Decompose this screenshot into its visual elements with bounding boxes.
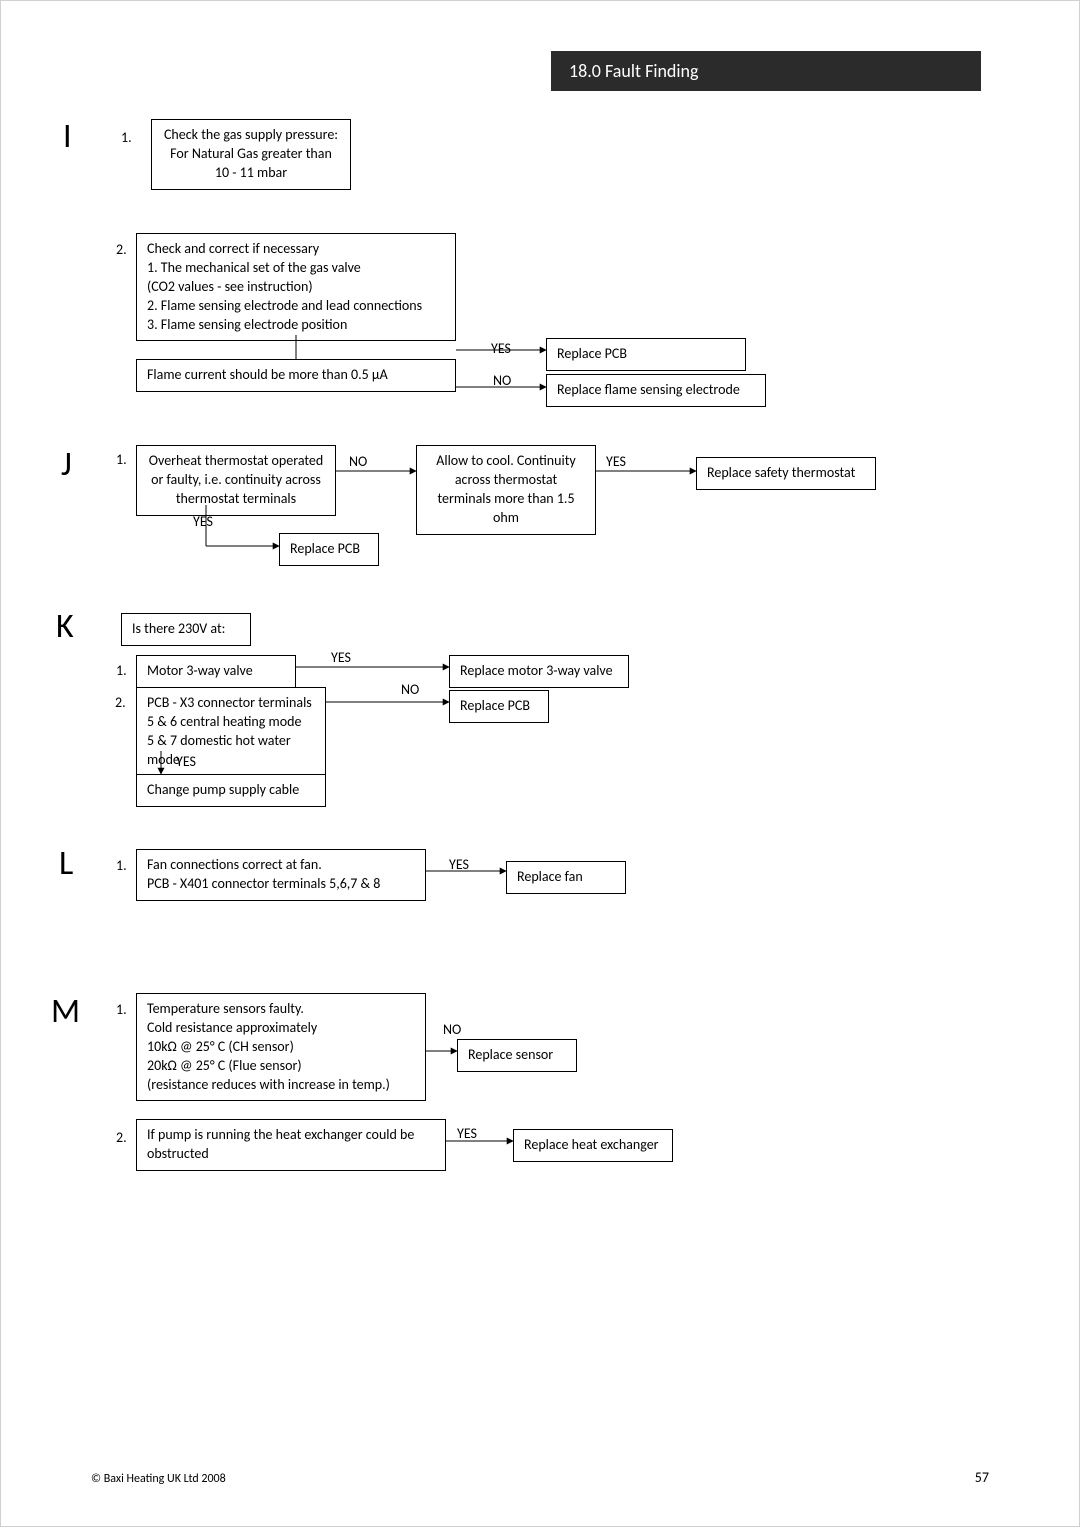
section-letter-J: J — [61, 444, 72, 485]
section-letter-L: L — [59, 843, 73, 884]
box-change-pump-cable: Change pump supply cable — [136, 774, 326, 807]
box-check-gas-valve: Check and correct if necessary 1. The me… — [136, 233, 456, 341]
step-number: 2. — [116, 1129, 127, 1146]
section-letter-M: M — [51, 991, 80, 1032]
section-header: 18.0 Fault Finding — [551, 51, 981, 91]
step-number: 1. — [116, 1001, 127, 1018]
step-number: 1. — [121, 129, 132, 146]
flow-label-yes: YES — [491, 340, 511, 357]
box-replace-sensor: Replace sensor — [457, 1039, 577, 1072]
box-replace-pcb-k: Replace PCB — [449, 690, 549, 723]
step-number: 1. — [116, 451, 127, 468]
flow-label-yes: YES — [193, 513, 213, 530]
box-pump-heat-exchanger: If pump is running the heat exchanger co… — [136, 1119, 446, 1171]
box-replace-motor-3way: Replace motor 3-way valve — [449, 655, 629, 688]
flow-label-yes: YES — [606, 453, 626, 470]
footer-page-number: 57 — [975, 1469, 989, 1486]
flow-label-yes: YES — [449, 856, 469, 873]
box-pcb-x3: PCB - X3 connector terminals 5 & 6 centr… — [136, 687, 326, 777]
box-check-gas-supply: Check the gas supply pressure: For Natur… — [151, 119, 351, 190]
section-header-title: 18.0 Fault Finding — [569, 60, 698, 82]
section-letter-I: I — [63, 116, 72, 157]
page: 18.0 Fault Finding I J K L M 1. Check th… — [0, 0, 1080, 1527]
step-number: 1. — [116, 662, 127, 679]
box-temp-sensors: Temperature sensors faulty. Cold resista… — [136, 993, 426, 1101]
step-number: 2. — [115, 694, 126, 711]
step-number: 2. — [116, 241, 127, 258]
box-flame-current: Flame current should be more than 0.5 µA — [136, 359, 456, 392]
box-replace-heat-exchanger: Replace heat exchanger — [513, 1129, 673, 1162]
box-replace-safety-thermostat: Replace safety thermostat — [696, 457, 876, 490]
box-overheat-thermostat: Overheat thermostat operated or faulty, … — [136, 445, 336, 516]
box-230v: Is there 230V at: — [121, 613, 251, 646]
box-allow-cool: Allow to cool. Continuity across thermos… — [416, 445, 596, 535]
box-fan-connections: Fan connections correct at fan. PCB - X4… — [136, 849, 426, 901]
flow-label-no: NO — [401, 681, 419, 698]
flow-label-no: NO — [349, 453, 367, 470]
box-motor-3way: Motor 3-way valve — [136, 655, 296, 688]
box-replace-pcb-j: Replace PCB — [279, 533, 379, 566]
box-replace-pcb: Replace PCB — [546, 338, 746, 371]
flow-label-no: NO — [493, 372, 511, 389]
flow-label-yes: YES — [457, 1125, 477, 1142]
flow-label-no: NO — [443, 1021, 461, 1038]
box-replace-fan: Replace fan — [506, 861, 626, 894]
flow-label-yes: YES — [176, 753, 196, 770]
box-replace-flame-electrode: Replace flame sensing electrode — [546, 374, 766, 407]
step-number: 1. — [116, 857, 127, 874]
flow-label-yes: YES — [331, 649, 351, 666]
footer-copyright: © Baxi Heating UK Ltd 2008 — [91, 1472, 226, 1486]
section-letter-K: K — [56, 606, 74, 647]
